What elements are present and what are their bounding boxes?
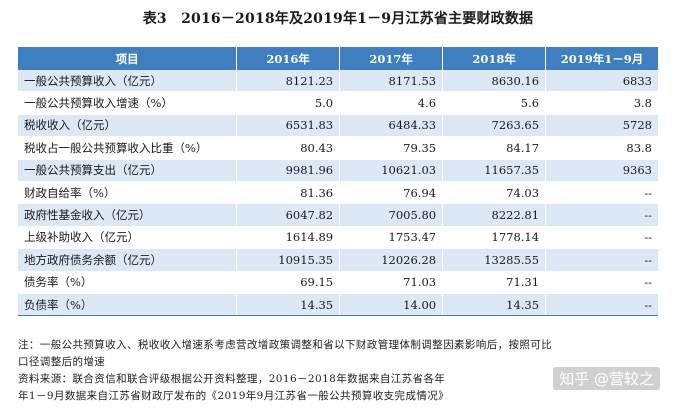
table-row: 一般公共预算支出（亿元） 9981.96 10621.03 11657.35 9… [18,159,658,182]
table-cell: 5.0 [236,91,341,115]
table-cell: -- [545,248,658,272]
table-cell: 76.94 [339,181,444,205]
table-row: 财政自给率（%） 81.36 76.94 74.03 -- [18,181,658,205]
row-label: 一般公共预算收入增速（%） [18,91,238,115]
source-line: 资料来源：联合资信和联合评级根据公开资料整理，2016－2018年数据来自江苏省… [18,373,446,385]
table-cell: 84.17 [442,136,547,160]
table-cell: 6833 [545,70,658,93]
table-cell: 83.8 [545,136,658,160]
table-cell: -- [545,181,658,205]
table-row: 政府性基金收入（亿元） 6047.82 7005.80 8222.81 -- [18,203,658,227]
table-cell: 6531.83 [236,114,341,138]
table-cell: 79.35 [339,136,444,160]
fiscal-data-table: 项目 2016年 2017年 2018年 2019年1－9月 一般公共预算收入（… [18,47,658,317]
table-cell: 6047.82 [236,203,341,227]
table-cell: 14.35 [442,293,547,317]
row-label: 上级补助收入（亿元） [18,226,238,250]
table-row: 税收占一般公共预算收入比重（%） 80.43 79.35 84.17 83.8 [18,136,658,160]
table-cell: 71.31 [442,271,547,294]
column-header: 2019年1－9月 [545,47,658,70]
table-cell: 8121.23 [236,70,341,93]
table-row: 一般公共预算收入（亿元） 8121.23 8171.53 8630.16 683… [18,70,658,93]
table-title: 表3 2016－2018年及2019年1－9月江苏省主要财政数据 [142,11,534,27]
table-cell: 69.15 [236,271,341,294]
table-cell: 5.6 [442,91,547,115]
note-line: 口径调整后的增速 [18,356,106,368]
table-row: 上级补助收入（亿元） 1614.89 1753.47 1778.14 -- [18,226,658,250]
table-cell: 80.43 [236,136,341,160]
table-cell: 8171.53 [339,70,444,93]
row-label: 政府性基金收入（亿元） [18,203,238,227]
row-label: 税收收入（亿元） [18,114,238,138]
column-header: 2018年 [442,47,547,70]
table-cell: 10621.03 [339,159,444,182]
column-header: 2016年 [236,47,341,70]
row-label: 一般公共预算收入（亿元） [18,70,238,93]
table-cell: 6484.33 [339,114,444,138]
table-cell: 1753.47 [339,226,444,250]
table-cell: 12026.28 [339,248,444,272]
row-label: 财政自给率（%） [18,181,238,205]
table-cell: -- [545,226,658,250]
row-label: 负债率（%） [18,293,238,317]
table-cell: -- [545,293,658,317]
row-label: 债务率（%） [18,271,238,294]
source-line: 年1－9月数据来自江苏省财政厅发布的《2019年9月江苏省一般公共预算收支完成情… [18,390,450,402]
row-label: 一般公共预算支出（亿元） [18,159,238,182]
table-cell: 9981.96 [236,159,341,182]
table-cell: 10915.35 [236,248,341,272]
table-cell: 13285.55 [442,248,547,272]
table-cell: -- [545,271,658,294]
table-cell: 8222.81 [442,203,547,227]
table-cell: 11657.35 [442,159,547,182]
table-cell: 14.00 [339,293,444,317]
column-header: 2017年 [339,47,444,70]
table-cell: 4.6 [339,91,444,115]
table-row: 税收收入（亿元） 6531.83 6484.33 7263.65 5728 [18,114,658,138]
table-cell: 7005.80 [339,203,444,227]
table-cell: 9363 [545,159,658,182]
column-header: 项目 [18,47,238,70]
row-label: 税收占一般公共预算收入比重（%） [18,136,238,160]
table-cell: 7263.65 [442,114,547,138]
note-line: 注：一般公共预算收入、税收收入增速系考虑营改增政策调整和省以下财政管理体制调整因… [18,339,553,351]
table-cell: 1778.14 [442,226,547,250]
row-label: 地方政府债务余额（亿元） [18,248,238,272]
table-cell: 1614.89 [236,226,341,250]
table-row: 债务率（%） 69.15 71.03 71.31 -- [18,271,658,294]
table-row: 地方政府债务余额（亿元） 10915.35 12026.28 13285.55 … [18,248,658,272]
table-cell: 5728 [545,114,658,138]
table-notes: 注：一般公共预算收入、税收收入增速系考虑营改增政策调整和省以下财政管理体制调整因… [18,337,658,405]
table-cell: 14.35 [236,293,341,317]
table-cell: 71.03 [339,271,444,294]
table-row: 一般公共预算收入增速（%） 5.0 4.6 5.6 3.8 [18,91,658,115]
zhihu-watermark: 知乎 @营较之 [553,367,660,390]
table-cell: 3.8 [545,91,658,115]
table-cell: -- [545,203,658,227]
table-cell: 8630.16 [442,70,547,93]
table-cell: 81.36 [236,181,341,205]
table-cell: 74.03 [442,181,547,205]
table-header-row: 项目 2016年 2017年 2018年 2019年1－9月 [18,47,658,70]
table-row: 负债率（%） 14.35 14.00 14.35 -- [18,293,658,317]
